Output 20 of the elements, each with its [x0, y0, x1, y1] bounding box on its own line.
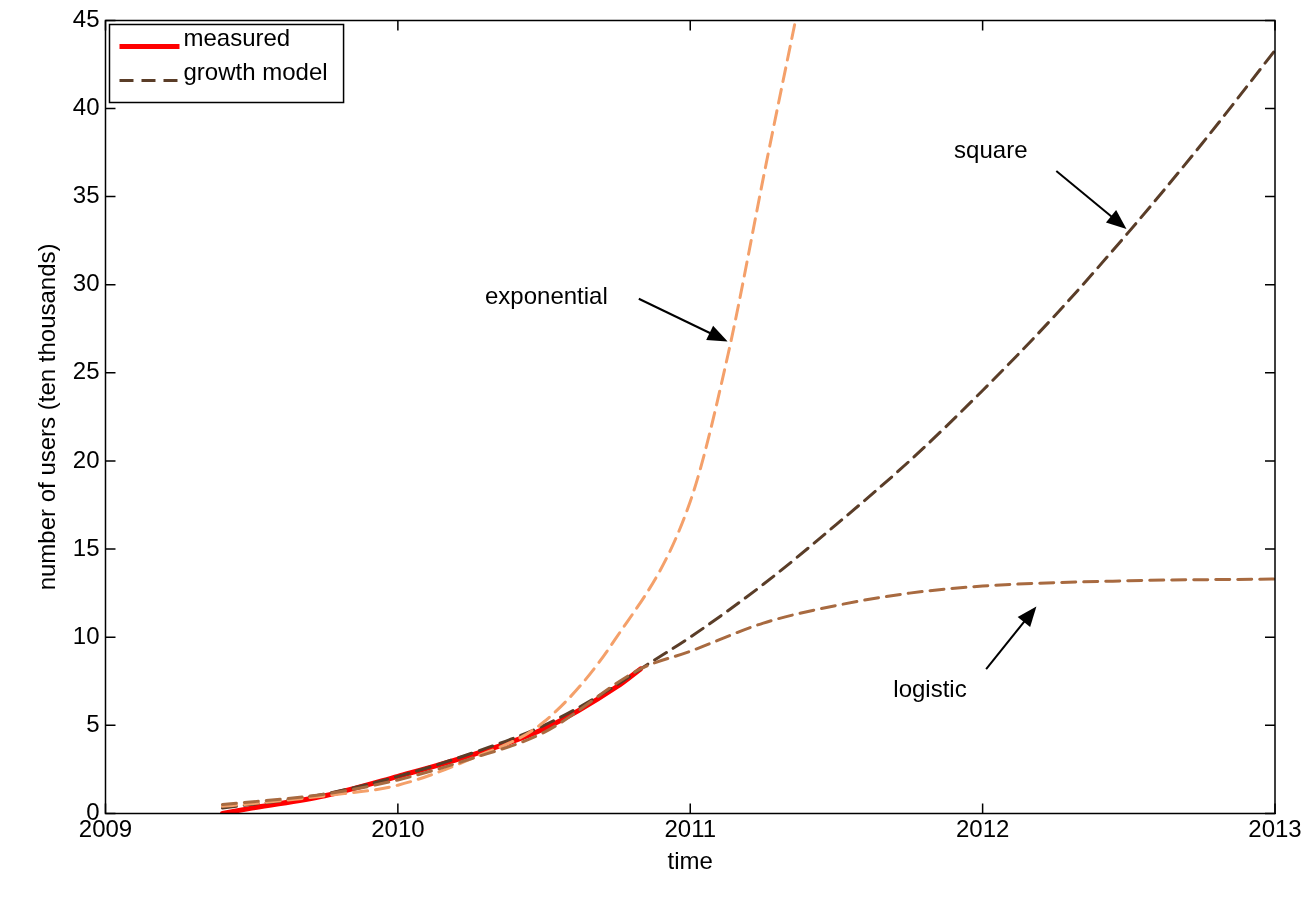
legend-label: growth model: [183, 58, 328, 86]
y-tick-label: 10: [72, 621, 100, 649]
annotation: exponential: [485, 282, 608, 311]
legend-label: measured: [183, 24, 291, 52]
y-tick-label: 5: [86, 709, 100, 737]
y-tick-label: 35: [72, 181, 100, 209]
annotation: square: [954, 135, 1028, 164]
y-tick-label: 20: [72, 445, 100, 473]
y-tick-label: 25: [72, 357, 100, 385]
annotation: logistic: [893, 674, 967, 703]
x-tick-label: 2012: [955, 815, 1010, 843]
y-tick-label: 45: [72, 5, 100, 33]
x-axis-title: time: [667, 847, 713, 875]
y-tick-label: 40: [72, 93, 100, 121]
y-tick-label: 30: [72, 269, 100, 297]
x-tick-label: 2010: [371, 815, 425, 843]
x-tick-label: 2013: [1248, 815, 1302, 843]
x-tick-label: 2011: [664, 815, 717, 843]
y-axis-title: number of users (ten thousands): [33, 243, 61, 591]
y-tick-label: 15: [72, 533, 100, 561]
